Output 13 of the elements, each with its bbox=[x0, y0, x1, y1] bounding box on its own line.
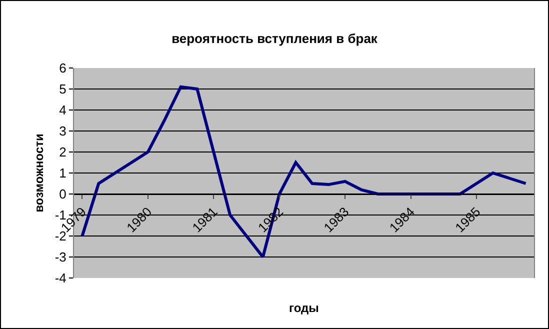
y-axis-title: возможности bbox=[32, 134, 46, 212]
y-tick-label: 3 bbox=[59, 124, 66, 139]
y-tick-label: 5 bbox=[59, 82, 66, 97]
y-tick-label: 4 bbox=[59, 102, 66, 118]
y-tick-label: 1 bbox=[59, 166, 66, 181]
y-tick-label: 6 bbox=[59, 60, 66, 76]
y-tick-label: -2 bbox=[54, 228, 66, 244]
y-tick-label: 2 bbox=[59, 144, 66, 160]
y-tick-label: -3 bbox=[54, 250, 66, 265]
chart-title: вероятность вступления в брак bbox=[172, 30, 378, 46]
y-tick-label: -4 bbox=[54, 270, 66, 286]
y-tick-label: 0 bbox=[59, 186, 66, 202]
x-axis-title: годы bbox=[289, 301, 319, 315]
